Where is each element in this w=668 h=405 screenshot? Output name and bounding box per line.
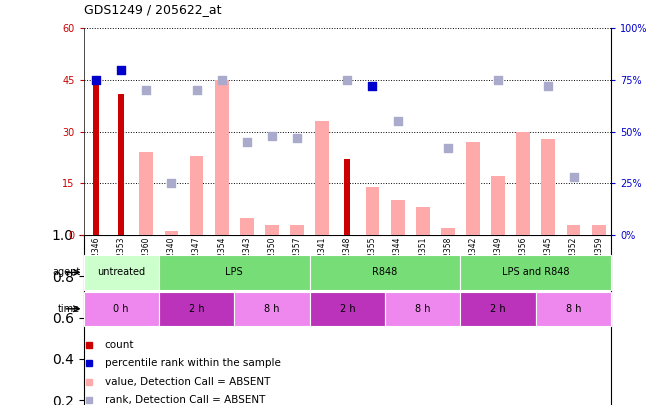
Text: value, Detection Call = ABSENT: value, Detection Call = ABSENT bbox=[105, 377, 270, 387]
Bar bbox=[159, 292, 234, 326]
Bar bbox=[164, 232, 178, 235]
Point bbox=[267, 132, 277, 139]
Point bbox=[342, 77, 353, 83]
Text: untreated: untreated bbox=[97, 267, 145, 277]
Bar bbox=[365, 187, 379, 235]
Bar bbox=[385, 292, 460, 326]
Bar bbox=[265, 224, 279, 235]
Bar bbox=[536, 292, 611, 326]
Text: agent: agent bbox=[52, 267, 80, 277]
Text: percentile rank within the sample: percentile rank within the sample bbox=[105, 358, 281, 369]
Bar bbox=[234, 292, 310, 326]
Point bbox=[216, 77, 227, 83]
Point bbox=[392, 118, 403, 125]
Text: time: time bbox=[58, 304, 80, 314]
Text: 8 h: 8 h bbox=[265, 304, 280, 314]
Bar bbox=[93, 80, 99, 235]
Bar bbox=[344, 159, 351, 235]
Point bbox=[292, 134, 303, 141]
Bar bbox=[84, 292, 159, 326]
Text: LPS and R848: LPS and R848 bbox=[502, 267, 570, 277]
Bar bbox=[592, 224, 606, 235]
Point bbox=[442, 145, 453, 151]
Bar bbox=[516, 132, 530, 235]
Bar bbox=[416, 207, 430, 235]
Point bbox=[242, 139, 253, 145]
Point bbox=[568, 174, 579, 180]
Text: 2 h: 2 h bbox=[490, 304, 506, 314]
Point bbox=[116, 66, 126, 73]
Bar bbox=[159, 255, 310, 290]
Text: LPS: LPS bbox=[226, 267, 243, 277]
Bar bbox=[84, 255, 159, 290]
Point bbox=[166, 180, 177, 186]
Point bbox=[191, 87, 202, 94]
Bar bbox=[441, 228, 455, 235]
Bar bbox=[140, 152, 153, 235]
Bar bbox=[566, 224, 580, 235]
Point bbox=[493, 77, 504, 83]
Bar bbox=[491, 177, 505, 235]
Text: R848: R848 bbox=[373, 267, 397, 277]
Bar bbox=[240, 218, 254, 235]
Bar bbox=[310, 292, 385, 326]
Text: 0 h: 0 h bbox=[114, 304, 129, 314]
Text: rank, Detection Call = ABSENT: rank, Detection Call = ABSENT bbox=[105, 395, 265, 405]
Point bbox=[543, 83, 554, 90]
Point bbox=[91, 77, 102, 83]
Text: 2 h: 2 h bbox=[189, 304, 204, 314]
Bar bbox=[118, 94, 124, 235]
Text: count: count bbox=[105, 340, 134, 350]
Bar bbox=[391, 200, 405, 235]
Bar bbox=[215, 80, 228, 235]
Bar bbox=[460, 292, 536, 326]
Bar bbox=[190, 156, 204, 235]
Bar bbox=[310, 255, 460, 290]
Bar bbox=[466, 142, 480, 235]
Text: GDS1249 / 205622_at: GDS1249 / 205622_at bbox=[84, 3, 221, 16]
Text: 2 h: 2 h bbox=[339, 304, 355, 314]
Point bbox=[367, 83, 378, 90]
Bar bbox=[315, 122, 329, 235]
Point bbox=[141, 87, 152, 94]
Bar bbox=[542, 139, 555, 235]
Bar bbox=[460, 255, 611, 290]
Text: 8 h: 8 h bbox=[415, 304, 430, 314]
Text: 8 h: 8 h bbox=[566, 304, 581, 314]
Bar bbox=[290, 224, 304, 235]
